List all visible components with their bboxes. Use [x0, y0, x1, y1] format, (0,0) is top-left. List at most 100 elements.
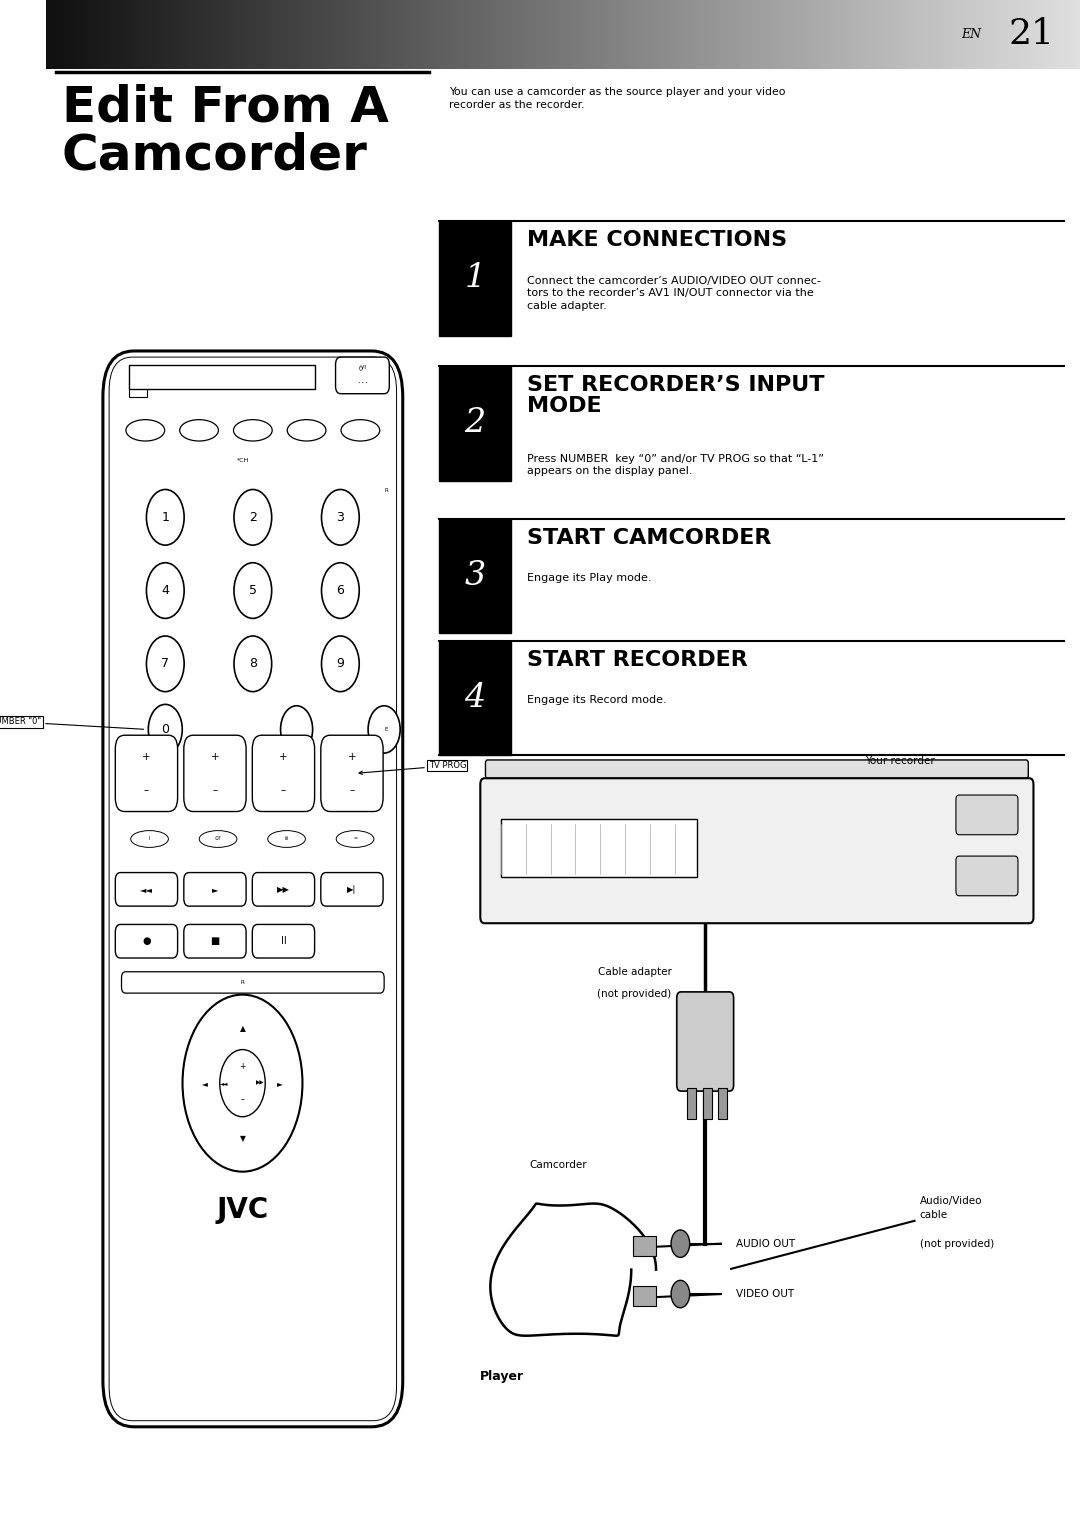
Bar — [956, 0, 959, 69]
Circle shape — [147, 563, 185, 618]
Text: Cable adapter: Cable adapter — [597, 966, 672, 977]
Bar — [997, 0, 1001, 69]
Text: 21: 21 — [1008, 17, 1054, 52]
Bar — [883, 0, 887, 69]
Bar — [1052, 0, 1056, 69]
Bar — [777, 0, 780, 69]
FancyBboxPatch shape — [253, 736, 314, 812]
Bar — [187, 0, 191, 69]
Bar — [832, 0, 835, 69]
Text: ▲: ▲ — [240, 1024, 245, 1033]
FancyBboxPatch shape — [336, 357, 389, 394]
Bar — [967, 0, 970, 69]
Bar — [750, 0, 753, 69]
Bar — [684, 0, 687, 69]
Bar — [698, 0, 701, 69]
Bar — [739, 0, 742, 69]
Bar — [901, 0, 904, 69]
Bar — [515, 0, 518, 69]
Text: Connect the camcorder’s AUDIO/VIDEO OUT connec-
tors to the recorder’s AV1 IN/OU: Connect the camcorder’s AUDIO/VIDEO OUT … — [527, 276, 821, 311]
Bar — [984, 0, 987, 69]
Bar — [588, 0, 591, 69]
Bar — [814, 0, 818, 69]
Text: +: + — [348, 752, 356, 761]
Bar — [1001, 0, 1004, 69]
Bar — [869, 0, 874, 69]
Bar — [897, 0, 901, 69]
Text: • • •: • • • — [357, 382, 367, 386]
Bar — [1045, 0, 1049, 69]
Bar — [973, 0, 976, 69]
Bar — [353, 0, 356, 69]
Bar — [349, 0, 353, 69]
Bar — [939, 0, 942, 69]
Bar — [319, 0, 322, 69]
Bar — [380, 0, 383, 69]
Bar — [201, 0, 204, 69]
Bar — [163, 0, 166, 69]
Bar — [842, 0, 846, 69]
Bar — [643, 0, 646, 69]
Bar — [935, 0, 939, 69]
Bar — [291, 0, 294, 69]
Bar — [1004, 0, 1008, 69]
Bar — [600, 0, 605, 69]
Text: START CAMCORDER: START CAMCORDER — [527, 528, 771, 548]
Text: 7: 7 — [161, 658, 170, 670]
Bar — [849, 0, 852, 69]
Text: 2: 2 — [464, 407, 486, 439]
Bar — [877, 0, 880, 69]
Bar — [463, 0, 467, 69]
Bar — [243, 0, 246, 69]
Bar — [177, 0, 180, 69]
Bar — [694, 0, 698, 69]
Bar — [311, 0, 315, 69]
Bar — [539, 0, 542, 69]
Circle shape — [148, 705, 183, 754]
Text: Player: Player — [481, 1370, 525, 1383]
Bar — [1059, 0, 1063, 69]
Text: 4: 4 — [464, 682, 486, 714]
Bar — [980, 0, 984, 69]
Ellipse shape — [341, 420, 380, 441]
Bar — [904, 0, 907, 69]
Bar — [649, 0, 652, 69]
Bar — [528, 0, 532, 69]
Bar — [690, 0, 694, 69]
Text: MAKE CONNECTIONS: MAKE CONNECTIONS — [527, 230, 787, 250]
Bar — [501, 819, 698, 877]
Bar — [149, 0, 153, 69]
Bar — [467, 0, 470, 69]
Bar — [767, 0, 770, 69]
Bar — [1049, 0, 1052, 69]
Bar — [646, 0, 649, 69]
Bar — [125, 0, 129, 69]
Bar — [264, 0, 267, 69]
Text: –: – — [349, 786, 354, 795]
Bar — [860, 0, 863, 69]
Bar — [374, 0, 377, 69]
Bar — [656, 0, 660, 69]
Bar — [625, 0, 629, 69]
Text: VIDEO OUT: VIDEO OUT — [737, 1289, 794, 1299]
Bar — [652, 0, 656, 69]
Bar — [890, 0, 894, 69]
Bar — [328, 0, 332, 69]
Bar — [122, 0, 125, 69]
Bar — [494, 0, 498, 69]
FancyBboxPatch shape — [184, 873, 246, 906]
Circle shape — [147, 490, 185, 545]
FancyBboxPatch shape — [486, 760, 1028, 778]
Bar — [594, 0, 597, 69]
Bar — [874, 0, 877, 69]
Text: +: + — [279, 752, 287, 761]
FancyBboxPatch shape — [103, 351, 403, 1427]
Bar — [915, 0, 918, 69]
Text: +: + — [143, 752, 151, 761]
Bar — [794, 0, 797, 69]
Bar — [377, 0, 380, 69]
Bar — [363, 0, 366, 69]
Text: E: E — [384, 726, 388, 732]
Bar — [226, 0, 229, 69]
Text: cable: cable — [920, 1210, 948, 1221]
